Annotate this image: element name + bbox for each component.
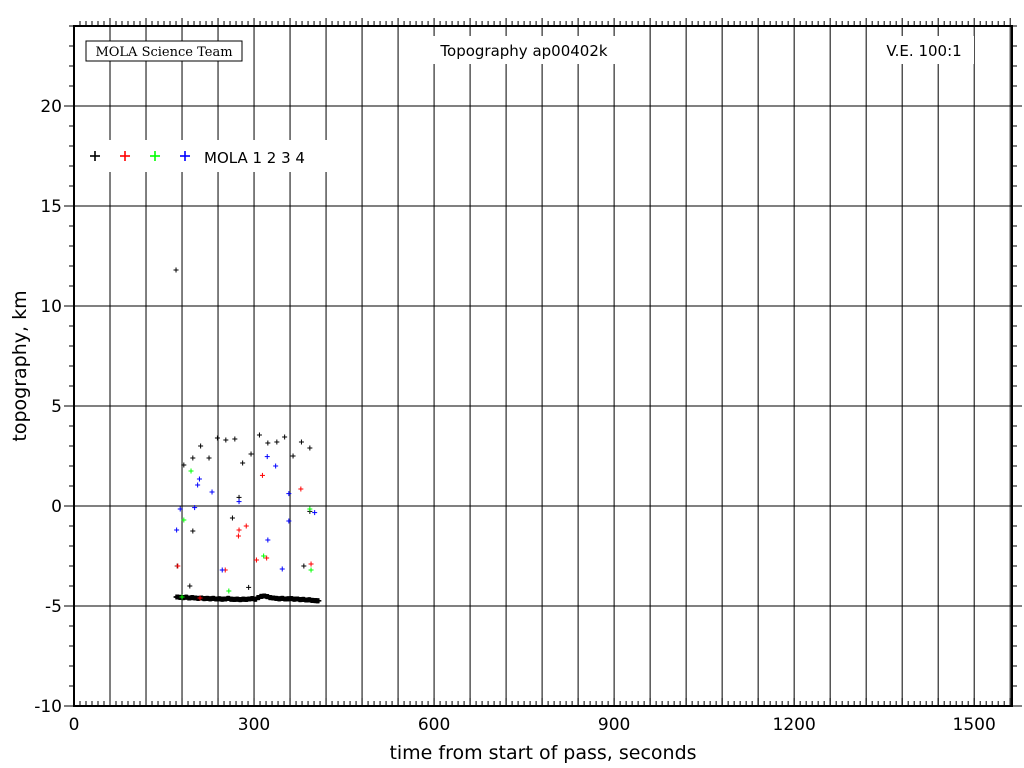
chart-title: Topography ap00402k bbox=[439, 42, 607, 60]
data-point-mola-3 bbox=[308, 567, 314, 573]
data-point-mola-4 bbox=[265, 537, 271, 543]
data-point-mola-2 bbox=[259, 472, 265, 478]
plot-frame bbox=[73, 25, 1013, 707]
data-point-mola-1 bbox=[282, 434, 288, 440]
x-tick-label: 300 bbox=[238, 715, 270, 735]
data-point-mola-1 bbox=[232, 436, 238, 442]
x-tick-label: 900 bbox=[598, 715, 630, 735]
legend: MOLA 1 2 3 4 bbox=[80, 140, 336, 172]
data-points bbox=[173, 267, 322, 604]
data-point-mola-1 bbox=[198, 443, 204, 449]
data-point-mola-4 bbox=[196, 476, 202, 482]
data-point-mola-1 bbox=[223, 437, 229, 443]
data-point-mola-2 bbox=[264, 555, 270, 561]
data-point-mola-4 bbox=[264, 454, 270, 460]
data-point-mola-2 bbox=[236, 527, 242, 533]
data-point-mola-1 bbox=[274, 439, 280, 445]
y-tick-label: 10 bbox=[40, 297, 62, 317]
data-point-mola-1 bbox=[301, 563, 307, 569]
data-point-mola-4 bbox=[195, 482, 201, 488]
y-tick-label: 0 bbox=[51, 497, 62, 517]
data-point-mola-4 bbox=[286, 518, 292, 524]
data-point-mola-1 bbox=[265, 440, 271, 446]
x-tick-label: 600 bbox=[418, 715, 450, 735]
ground-track-point bbox=[316, 598, 322, 604]
annotation-bg bbox=[876, 36, 974, 64]
data-point-mola-4 bbox=[286, 491, 292, 497]
legend-label: MOLA 1 2 3 4 bbox=[204, 149, 305, 167]
data-point-mola-1 bbox=[240, 460, 246, 466]
y-tick-label: -10 bbox=[34, 697, 62, 717]
data-point-mola-4 bbox=[177, 506, 183, 512]
data-point-mola-4 bbox=[273, 463, 279, 469]
data-point-mola-1 bbox=[181, 462, 187, 468]
data-point-mola-3 bbox=[307, 506, 313, 512]
data-point-mola-1 bbox=[229, 515, 235, 521]
data-point-mola-1 bbox=[248, 451, 254, 457]
credit-box-frame bbox=[85, 40, 243, 62]
data-point-mola-4 bbox=[279, 566, 285, 572]
data-point-mola-3 bbox=[181, 517, 187, 523]
y-tick-label: 20 bbox=[40, 97, 62, 117]
data-point-mola-2 bbox=[253, 557, 259, 563]
data-point-mola-4 bbox=[192, 505, 198, 511]
data-point-mola-1 bbox=[173, 267, 179, 273]
data-point-mola-2 bbox=[308, 561, 314, 567]
data-point-mola-4 bbox=[219, 567, 225, 573]
data-point-mola-4 bbox=[236, 499, 242, 505]
data-point-mola-1 bbox=[307, 445, 313, 451]
legend-marker-mola-1 bbox=[90, 151, 100, 161]
data-point-mola-3 bbox=[188, 468, 194, 474]
axis-ticks bbox=[64, 18, 1022, 707]
legend-marker-mola-4 bbox=[180, 151, 190, 161]
data-point-mola-1 bbox=[190, 455, 196, 461]
data-point-mola-1 bbox=[236, 494, 242, 500]
x-tick-label: 1500 bbox=[953, 715, 996, 735]
data-point-mola-1 bbox=[190, 528, 196, 534]
data-point-mola-2 bbox=[175, 563, 181, 569]
data-point-mola-1 bbox=[206, 455, 212, 461]
data-point-mola-2 bbox=[243, 523, 249, 529]
data-point-mola-3 bbox=[261, 553, 267, 559]
y-tick-label: 15 bbox=[40, 197, 62, 217]
data-point-mola-4 bbox=[174, 527, 180, 533]
data-point-mola-3 bbox=[226, 588, 232, 594]
credit-text: MOLA Science Team bbox=[95, 45, 232, 60]
data-point-mola-2 bbox=[235, 533, 241, 539]
data-point-mola-1 bbox=[187, 583, 193, 589]
x-axis-label: time from start of pass, seconds bbox=[389, 742, 696, 764]
data-point-mola-2 bbox=[298, 486, 304, 492]
data-point-mola-2 bbox=[197, 595, 203, 601]
vertical-exaggeration-label: V.E. 100:1 bbox=[886, 42, 961, 60]
y-tick-label: 5 bbox=[51, 397, 62, 417]
data-point-mola-1 bbox=[214, 435, 220, 441]
tick-labels: 0 300 600 900 1200 1500 -10 -5 0 5 10 15 20 bbox=[34, 97, 996, 735]
grid bbox=[74, 26, 1012, 706]
legend-marker-mola-3 bbox=[150, 151, 160, 161]
data-point-mola-1 bbox=[256, 432, 262, 438]
legend-marker-mola-2 bbox=[120, 151, 130, 161]
data-point-mola-1 bbox=[246, 584, 252, 590]
credit-box: MOLA Science Team bbox=[85, 40, 243, 62]
data-point-mola-1 bbox=[290, 453, 296, 459]
y-tick-label: -5 bbox=[45, 597, 62, 617]
y-axis-label: topography, km bbox=[9, 290, 31, 441]
title-bg bbox=[404, 36, 640, 64]
x-tick-label: 1200 bbox=[773, 715, 816, 735]
data-point-mola-3 bbox=[179, 594, 185, 600]
x-tick-label: 0 bbox=[69, 715, 80, 735]
data-point-mola-4 bbox=[209, 489, 215, 495]
data-point-mola-4 bbox=[312, 510, 318, 516]
data-point-mola-1 bbox=[298, 439, 304, 445]
